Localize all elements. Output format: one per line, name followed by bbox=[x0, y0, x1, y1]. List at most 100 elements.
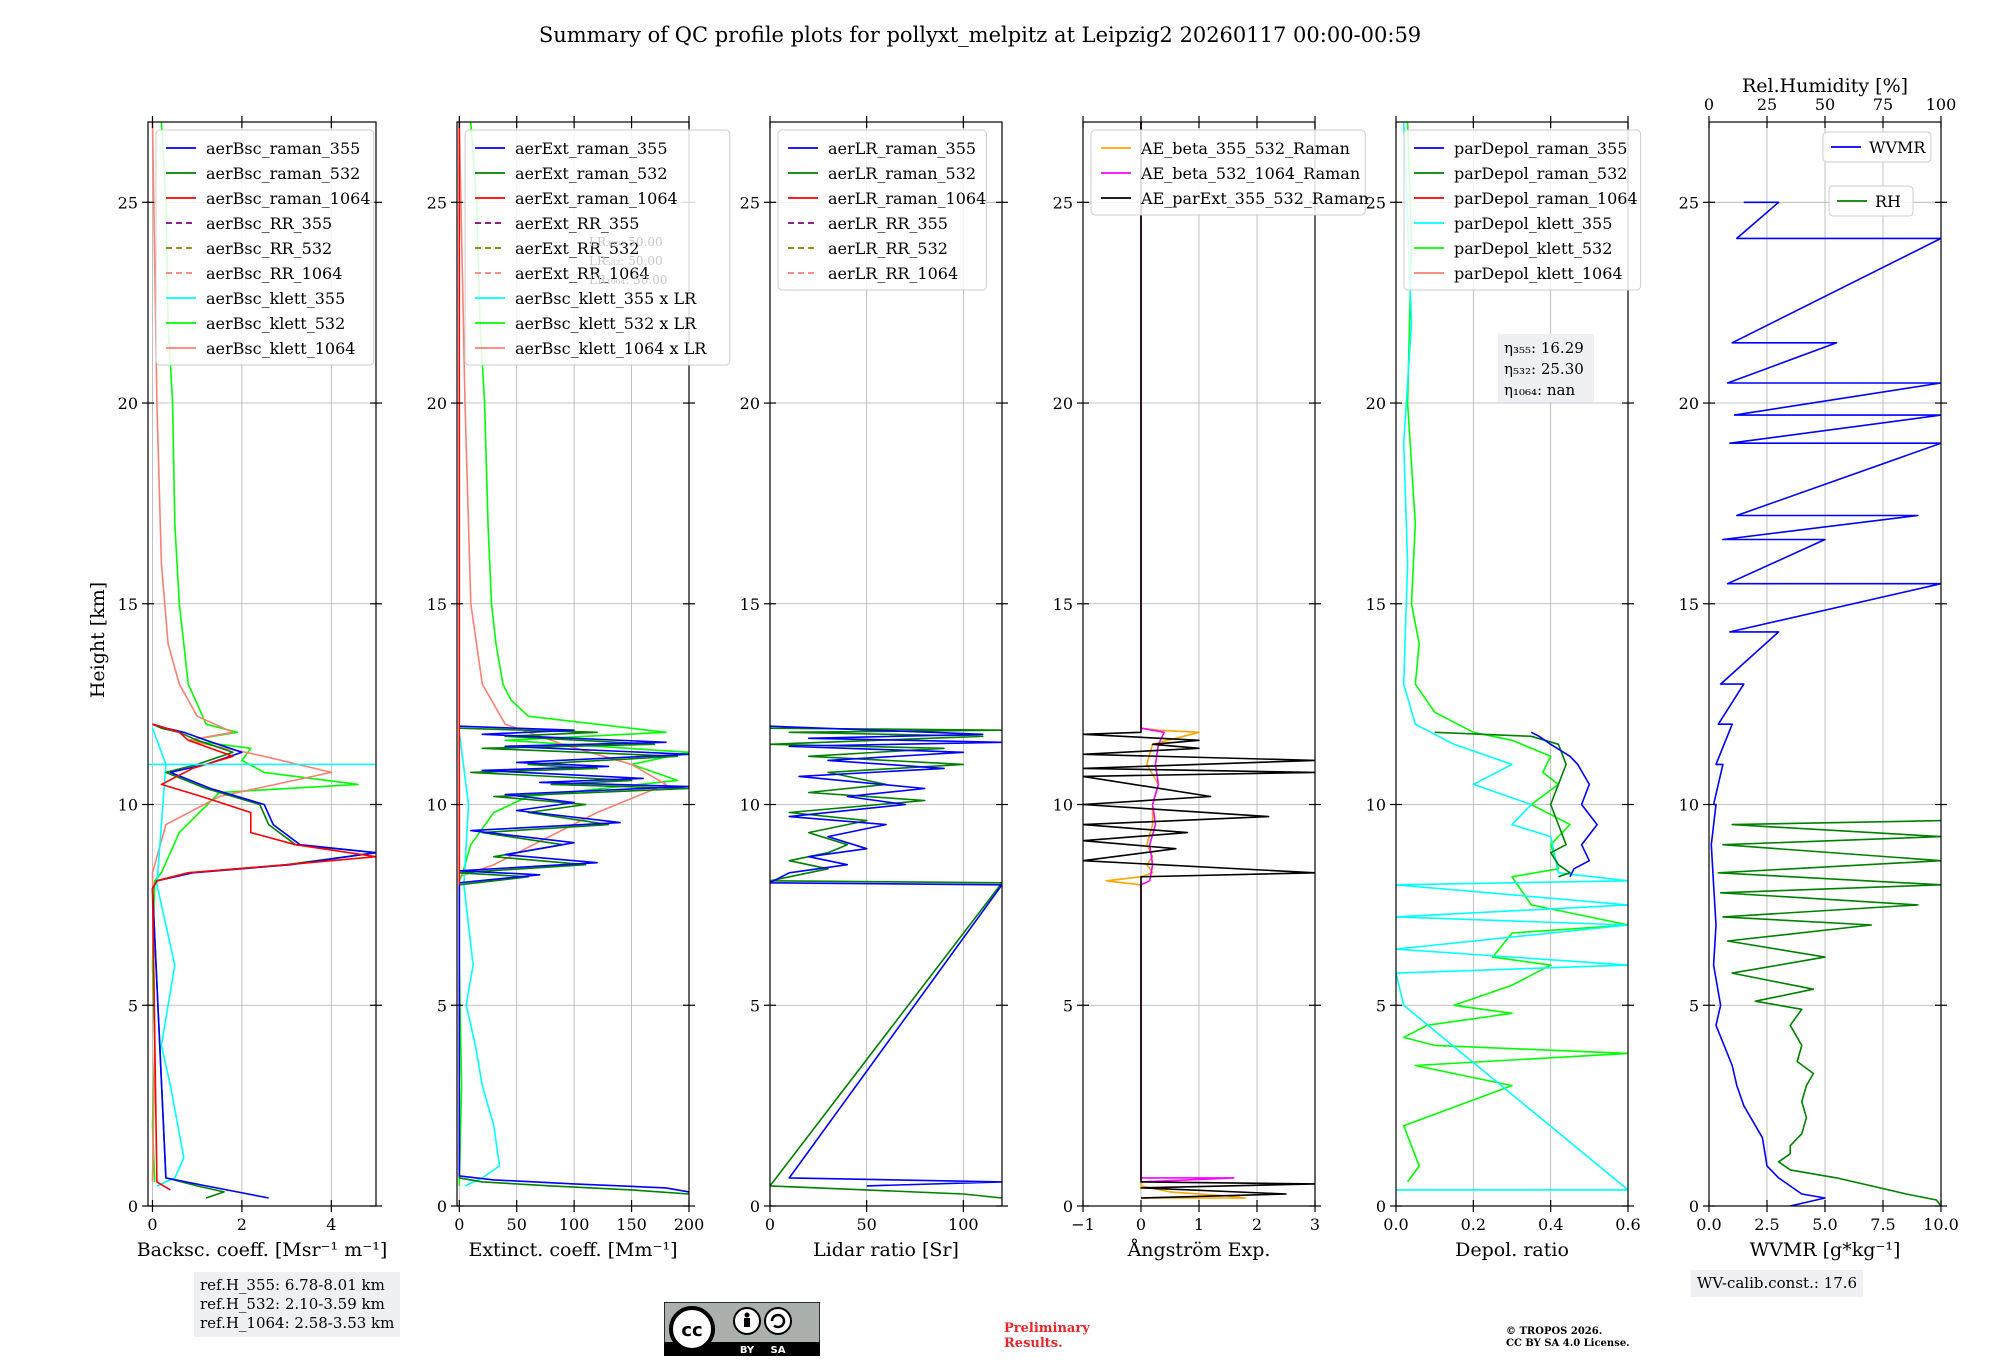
y-axis-label: Height [km] bbox=[87, 582, 109, 698]
y-tick-label: 5 bbox=[1376, 996, 1386, 1015]
x-tick-label: 4 bbox=[326, 1215, 336, 1234]
eta-value: η₃₅₅: 16.29 bbox=[1504, 339, 1584, 357]
legend-label: aerBsc_raman_1064 bbox=[206, 189, 371, 208]
eta-value: η₅₃₂: 25.30 bbox=[1504, 360, 1584, 378]
legend-label: AE_parExt_355_532_Raman bbox=[1140, 189, 1369, 208]
legend-label: parDepol_klett_355 bbox=[1454, 214, 1612, 233]
y-tick-label: 10 bbox=[1053, 796, 1073, 815]
preliminary-line-1: Preliminary bbox=[1004, 1321, 1090, 1336]
panel-bsc: 0 5 10 15 20 25 0 2 4 Backsc. coeff. [Msr⁻¹ m⁻¹] a… bbox=[118, 116, 388, 1261]
legend-box-RH: RH bbox=[1828, 185, 1914, 217]
legend-label: parDepol_raman_532 bbox=[1454, 164, 1627, 183]
legend-label: aerExt_RR_1064 bbox=[515, 264, 650, 283]
legend-label: RH bbox=[1875, 192, 1901, 211]
cc-icon bbox=[669, 1306, 715, 1352]
legend-label: aerBsc_klett_532 bbox=[206, 314, 345, 333]
panel-lr: 0 5 10 15 20 25 0 50 100 Lidar ratio [Sr] aerLR_ra… bbox=[740, 116, 1008, 1261]
axes-frame bbox=[1395, 121, 1629, 1207]
x-tick-label: 5.0 bbox=[1812, 1215, 1837, 1234]
eta-box: η₃₅₅: 16.29 η₅₃₂: 25.30 η₁₀₆₄: nan bbox=[1498, 334, 1594, 402]
x-tick-label: −1 bbox=[1071, 1215, 1095, 1234]
series-parDepol_klett_355 bbox=[1396, 122, 1628, 1191]
series-parDepol_raman_355 bbox=[1530, 731, 1598, 878]
series-RH bbox=[1717, 819, 1941, 1206]
y-tick-label: 0 bbox=[1689, 1197, 1699, 1216]
x-tick-label: 0.0 bbox=[1383, 1215, 1408, 1234]
ref-h-532: ref.H_532: 2.10-3.59 km bbox=[200, 1295, 385, 1313]
x-tick-label: 0 bbox=[147, 1215, 157, 1234]
legend-box: AE_beta_355_532_Raman AE_beta_532_1064_Ra… bbox=[1090, 129, 1369, 216]
x-tick-label: 100 bbox=[559, 1215, 590, 1234]
x-axis-label: Ångström Exp. bbox=[1127, 1239, 1271, 1261]
x-tick-label: 0.4 bbox=[1538, 1215, 1563, 1234]
series-aerLR_raman_355 bbox=[770, 725, 1002, 1187]
series-parDepol_klett_532 bbox=[1402, 122, 1628, 1183]
legend-label: aerLR_RR_532 bbox=[828, 239, 948, 258]
y-tick-label: 15 bbox=[1053, 595, 1073, 614]
series-group bbox=[1710, 201, 1941, 1206]
y-tick-label: 5 bbox=[1063, 996, 1073, 1015]
wv-calibration-box: WV-calib.const.: 17.6 bbox=[1691, 1270, 1864, 1297]
top-tick-label: 0 bbox=[1704, 95, 1714, 114]
series-AE_parExt_355_532_Raman bbox=[1083, 122, 1315, 1199]
y-tick-label: 25 bbox=[1679, 193, 1699, 212]
y-tick-label: 5 bbox=[128, 996, 138, 1015]
x-tick-label: 100 bbox=[948, 1215, 979, 1234]
legend-box: aerExt_raman_355 aerExt_raman_532 aerExt_r… bbox=[464, 129, 731, 366]
copyright-line-2: CC BY SA 4.0 License. bbox=[1506, 1338, 1630, 1349]
y-tick-label: 20 bbox=[1366, 394, 1386, 413]
x-tick-label: 0 bbox=[765, 1215, 775, 1234]
ref-h-355: ref.H_355: 6.78-8.01 km bbox=[200, 1276, 385, 1294]
x-tick-label: 10.0 bbox=[1923, 1215, 1959, 1234]
series-aerExt_raman_355 bbox=[458, 725, 689, 1193]
legend-frame bbox=[1090, 129, 1366, 216]
x-axis-label: Depol. ratio bbox=[1455, 1239, 1569, 1261]
legend-box-WVMR: WVMR bbox=[1822, 131, 1932, 163]
axes-frame bbox=[456, 121, 690, 1207]
legend-frame bbox=[1828, 185, 1914, 217]
series-group bbox=[770, 725, 1002, 1199]
x-tick-label: 0.6 bbox=[1615, 1215, 1640, 1234]
legend-label: aerLR_raman_1064 bbox=[828, 189, 986, 208]
y-tick-label: 20 bbox=[740, 394, 760, 413]
x-tick-label: 0 bbox=[454, 1215, 464, 1234]
axes-frame bbox=[147, 121, 377, 1207]
legend-label: aerBsc_klett_1064 x LR bbox=[515, 339, 707, 358]
legend-label: parDepol_raman_355 bbox=[1454, 139, 1627, 158]
top-tick-label: 50 bbox=[1815, 95, 1835, 114]
x-axis-label: Backsc. coeff. [Msr⁻¹ m⁻¹] bbox=[137, 1239, 388, 1261]
axes-frame bbox=[769, 121, 1003, 1207]
by-label: BY bbox=[740, 1345, 755, 1356]
lr-note: LR₅₃₂: 50.00 bbox=[589, 254, 663, 268]
y-tick-label: 15 bbox=[1679, 595, 1699, 614]
x-tick-label: 0 bbox=[1136, 1215, 1146, 1234]
legend-frame bbox=[1403, 129, 1642, 291]
top-tick-label: 100 bbox=[1926, 95, 1957, 114]
legend-frame bbox=[464, 129, 731, 366]
sa-label: SA bbox=[771, 1345, 786, 1356]
panel-ext: 0 5 10 15 20 25 0 50 100 150 200 Extinct. coeff. [M… bbox=[427, 116, 731, 1261]
y-tick-label: 10 bbox=[1679, 796, 1699, 815]
legend-label: aerBsc_RR_1064 bbox=[206, 264, 342, 283]
series-parDepol_raman_532 bbox=[1434, 731, 1571, 878]
legend-label: aerLR_raman_532 bbox=[828, 164, 976, 183]
legend-box: aerBsc_raman_355 aerBsc_raman_532 aerBsc_r… bbox=[155, 129, 375, 366]
x-tick-label: 2.5 bbox=[1754, 1215, 1779, 1234]
series-group bbox=[148, 122, 376, 1199]
legend-label: aerBsc_klett_355 x LR bbox=[515, 289, 697, 308]
legend-label: AE_beta_532_1064_Raman bbox=[1140, 164, 1360, 183]
series-aerBsc_raman_532 bbox=[151, 723, 376, 1199]
copyright-line-1: © TROPOS 2026. bbox=[1506, 1326, 1603, 1337]
legend-label: aerBsc_RR_355 bbox=[206, 214, 332, 233]
legend-label: parDepol_klett_1064 bbox=[1454, 264, 1623, 283]
x-tick-label: 2 bbox=[237, 1215, 247, 1234]
cc-text: cc bbox=[681, 1320, 702, 1341]
y-tick-label: 5 bbox=[750, 996, 760, 1015]
y-tick-label: 20 bbox=[1053, 394, 1073, 413]
series-aerBsc_klett_355 x LR bbox=[458, 732, 501, 1187]
x-tick-label: 50 bbox=[856, 1215, 876, 1234]
legend-label: aerExt_raman_532 bbox=[515, 164, 668, 183]
cc-by-sa-badge: cc BY SA bbox=[664, 1302, 820, 1356]
